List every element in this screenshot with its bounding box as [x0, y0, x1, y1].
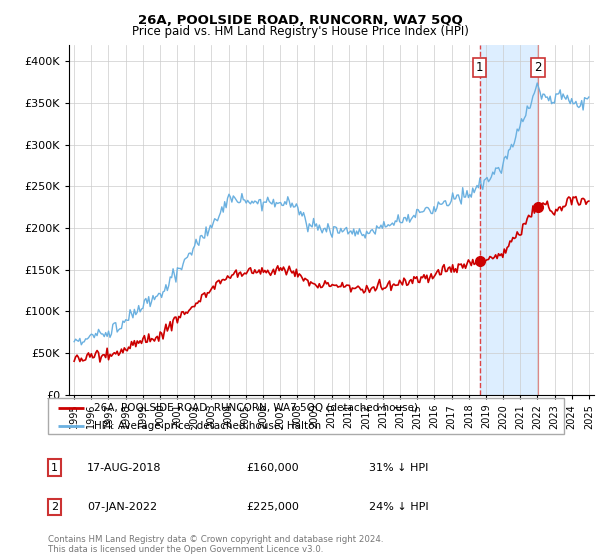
Text: 07-JAN-2022: 07-JAN-2022 [87, 502, 157, 512]
Text: Price paid vs. HM Land Registry's House Price Index (HPI): Price paid vs. HM Land Registry's House … [131, 25, 469, 38]
Text: 1: 1 [476, 60, 484, 73]
Text: 2: 2 [51, 502, 58, 512]
Text: 24% ↓ HPI: 24% ↓ HPI [369, 502, 428, 512]
Text: Contains HM Land Registry data © Crown copyright and database right 2024.
This d: Contains HM Land Registry data © Crown c… [48, 535, 383, 554]
Bar [479, 45, 538, 395]
Text: 26A, POOLSIDE ROAD, RUNCORN, WA7 5QQ: 26A, POOLSIDE ROAD, RUNCORN, WA7 5QQ [137, 14, 463, 27]
Text: £225,000: £225,000 [246, 502, 299, 512]
Text: 2: 2 [534, 60, 542, 73]
Text: £160,000: £160,000 [246, 463, 299, 473]
Text: 26A, POOLSIDE ROAD, RUNCORN, WA7 5QQ (detached house): 26A, POOLSIDE ROAD, RUNCORN, WA7 5QQ (de… [94, 403, 418, 413]
Text: 1: 1 [51, 463, 58, 473]
Text: HPI: Average price, detached house, Halton: HPI: Average price, detached house, Halt… [94, 421, 322, 431]
Text: 17-AUG-2018: 17-AUG-2018 [87, 463, 161, 473]
Text: 31% ↓ HPI: 31% ↓ HPI [369, 463, 428, 473]
